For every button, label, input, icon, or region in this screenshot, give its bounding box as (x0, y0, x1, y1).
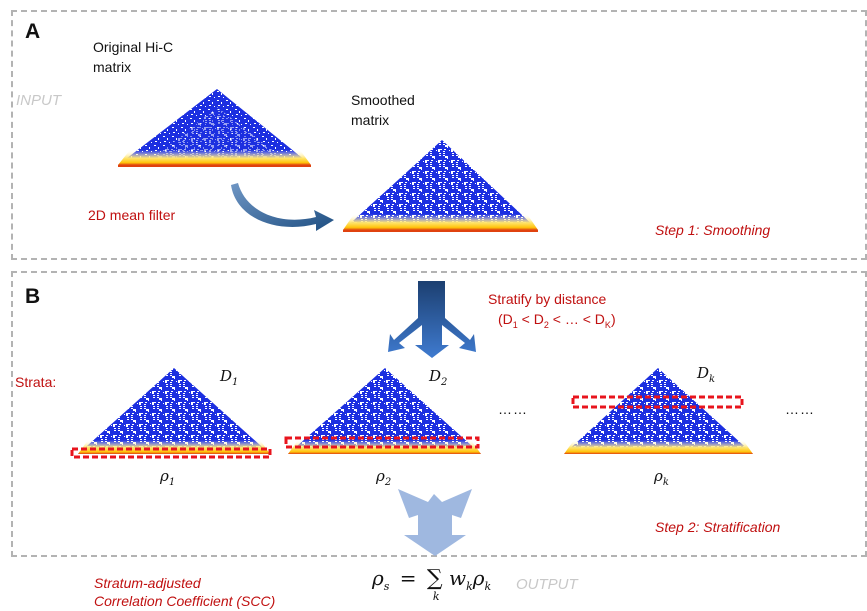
panel-a-letter: A (25, 20, 41, 43)
strata-label: Strata: (15, 374, 57, 390)
rho-label-k: ρk (654, 467, 669, 488)
rho-label-1: ρ1 (160, 467, 176, 488)
step2-label: Step 2: Stratification (655, 519, 781, 535)
filter-label: 2D mean filter (88, 207, 176, 223)
smoothed-matrix (343, 140, 538, 232)
merge-arrow-icon (398, 489, 472, 556)
original-hic-matrix (118, 89, 311, 167)
smoothed-title-line1: Smoothed (351, 92, 415, 108)
ellipsis-middle: …… (498, 401, 528, 417)
original-matrix-title: Original Hi-C matrix (93, 37, 173, 77)
original-title-line1: Original Hi-C (93, 39, 174, 55)
scc-line1: Stratum-adjusted (94, 575, 201, 591)
original-title-line2: matrix (93, 59, 132, 75)
stratify-arrow-icon (388, 281, 476, 358)
distance-label-k: Dk (697, 364, 716, 385)
stratum-1-matrix (70, 368, 272, 459)
panel-a-frame (11, 10, 867, 260)
panel-b-letter: B (25, 285, 41, 308)
step1-label: Step 1: Smoothing (655, 222, 771, 238)
input-label: INPUT (16, 92, 61, 109)
stratify-line1: Stratify by distance (488, 291, 607, 307)
stratum-k-matrix (564, 368, 753, 454)
ellipsis-right: …… (785, 401, 815, 417)
rho-label-2: ρ2 (376, 467, 392, 488)
scc-formula: ρs = ∑ k wkρk (372, 566, 492, 603)
stratify-label: Stratify by distance (D1 < D2 < … < DK) (488, 289, 616, 335)
smoothing-arrow-icon (231, 183, 334, 231)
smoothed-title-line2: matrix (351, 112, 390, 128)
scc-line2: Correlation Coefficient (SCC) (94, 593, 276, 609)
output-label: OUTPUT (516, 576, 578, 593)
panel-b-frame (11, 271, 867, 557)
distance-label-1: D1 (220, 367, 239, 388)
smoothed-matrix-title: Smoothed matrix (351, 90, 415, 130)
stratify-line2: (D1 < D2 < … < DK) (498, 311, 616, 330)
stratum-2-matrix (284, 368, 481, 454)
distance-label-2: D2 (429, 367, 448, 388)
scc-label: Stratum-adjusted Correlation Coefficient… (94, 574, 275, 610)
